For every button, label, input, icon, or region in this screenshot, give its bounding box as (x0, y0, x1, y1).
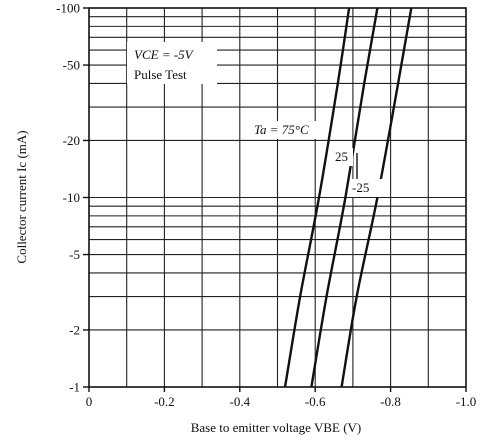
x-tick-label: -0.2 (154, 394, 175, 409)
grid-lines (89, 8, 466, 387)
label-bg-minus25 (350, 179, 384, 197)
series-line-75c (283, 7, 351, 388)
y-tick-label: -10 (63, 190, 80, 205)
series-label-75c: Ta = 75°C (254, 122, 309, 137)
series-label-25: 25 (335, 149, 348, 164)
y-tick-label: -2 (69, 322, 80, 337)
series-line-minus25c (340, 7, 413, 388)
condition-vce: VCE = -5V (134, 47, 195, 62)
x-tick-label: -0.4 (230, 394, 251, 409)
label-bg-25 (333, 148, 353, 166)
label-bg-75 (251, 121, 317, 139)
x-axis-title: Base to emitter voltage VBE (V) (191, 420, 362, 435)
y-axis-title: Collector current Ic (mA) (14, 130, 29, 263)
x-tick-label: -1.0 (456, 394, 477, 409)
curves (283, 7, 413, 388)
x-tick-labels: 0 -0.2 -0.4 -0.6 -0.8 -1.0 (86, 387, 477, 409)
series-line-25c (310, 7, 379, 388)
x-tick-label: -0.8 (380, 394, 401, 409)
series-label-minus25: -25 (352, 180, 369, 195)
y-tick-label: -100 (56, 1, 80, 16)
y-tick-label: -20 (63, 133, 80, 148)
y-tick-label: -1 (69, 380, 80, 395)
x-tick-label: 0 (86, 394, 93, 409)
y-tick-labels: -1 -2 -5 -10 -20 -50 -100 (56, 1, 89, 395)
conditions-box (127, 42, 217, 84)
y-tick-label: -5 (69, 247, 80, 262)
y-tick-label: -50 (63, 58, 80, 73)
x-tick-label: -0.6 (305, 394, 326, 409)
condition-pulse-test: Pulse Test (134, 67, 187, 82)
